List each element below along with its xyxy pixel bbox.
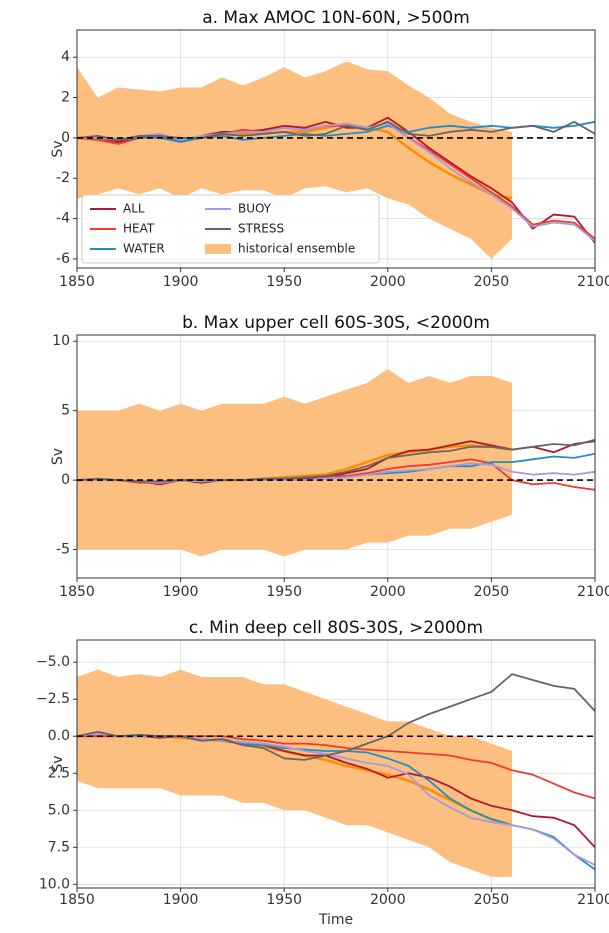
ensemble-band <box>77 61 513 259</box>
y-tick-label: −5.0 <box>36 654 70 670</box>
series-line <box>77 438 595 483</box>
legend-label: HEAT <box>123 222 155 236</box>
y-tick-label: 2 <box>61 90 70 106</box>
axes-frame <box>76 334 596 579</box>
legend-label: historical ensemble <box>238 242 355 256</box>
x-tick-label: 2000 <box>370 274 406 290</box>
series-line <box>77 462 595 484</box>
ensemble-band <box>77 669 513 877</box>
x-tick-label: 2100 <box>577 892 609 908</box>
legend-label: ALL <box>123 202 145 216</box>
x-tick-label: 1850 <box>59 584 95 600</box>
x-tick-label: 1900 <box>163 892 199 908</box>
x-axis-label: Time <box>318 912 353 928</box>
y-tick-label: 0 <box>61 130 70 146</box>
series-line <box>77 673 595 761</box>
y-tick-label: -5 <box>56 542 70 558</box>
chart-title: c. Min deep cell 80S-30S, >2000m <box>189 618 483 638</box>
ensemble-band <box>77 369 513 557</box>
x-tick-label: 1900 <box>163 584 199 600</box>
chart-title: b. Max upper cell 60S-30S, <2000m <box>182 313 490 333</box>
y-axis-label: Sv <box>50 755 66 772</box>
axes-frame <box>76 639 596 889</box>
x-tick-label: 1900 <box>163 274 199 290</box>
y-tick-label: 10.0 <box>39 876 70 892</box>
x-tick-label: 2000 <box>370 892 406 908</box>
x-tick-label: 2050 <box>474 892 510 908</box>
y-tick-label: 10 <box>52 333 70 349</box>
y-tick-label: 7.5 <box>48 839 70 855</box>
y-tick-label: 4 <box>61 49 70 65</box>
y-axis-label: Sv <box>50 448 66 465</box>
y-tick-label: 0.0 <box>48 728 70 744</box>
series-line <box>77 122 595 242</box>
legend-swatch <box>205 244 231 254</box>
series-line <box>77 732 595 848</box>
legend-label: STRESS <box>238 222 284 236</box>
y-tick-label: -2 <box>56 170 70 186</box>
chart-title: a. Max AMOC 10N-60N, >500m <box>202 8 470 28</box>
x-tick-label: 2000 <box>370 584 406 600</box>
series-line <box>77 120 595 141</box>
x-tick-label: 2050 <box>474 274 510 290</box>
y-tick-label: 0 <box>61 472 70 488</box>
y-tick-label: 5.0 <box>48 802 70 818</box>
y-tick-label: -6 <box>56 251 70 267</box>
y-tick-label: −2.5 <box>36 691 70 707</box>
y-axis-label: Sv <box>50 140 66 157</box>
x-tick-label: 2100 <box>577 584 609 600</box>
x-tick-label: 2050 <box>474 584 510 600</box>
plot-area <box>77 61 595 259</box>
x-tick-label: 1850 <box>59 274 95 290</box>
plot-area <box>77 369 595 557</box>
axes-frame <box>76 29 596 269</box>
x-tick-label: 1950 <box>266 892 302 908</box>
legend-label: BUOY <box>238 202 272 216</box>
x-tick-label: 2100 <box>577 274 609 290</box>
x-tick-label: 1850 <box>59 892 95 908</box>
series-line <box>77 120 595 143</box>
plot-area <box>77 669 595 877</box>
y-tick-label: -4 <box>56 211 70 227</box>
legend-label: WATER <box>123 242 165 256</box>
y-tick-label: 5 <box>61 403 70 419</box>
y-tick-label: 2.5 <box>48 765 70 781</box>
x-tick-label: 1950 <box>266 584 302 600</box>
x-tick-label: 1950 <box>266 274 302 290</box>
